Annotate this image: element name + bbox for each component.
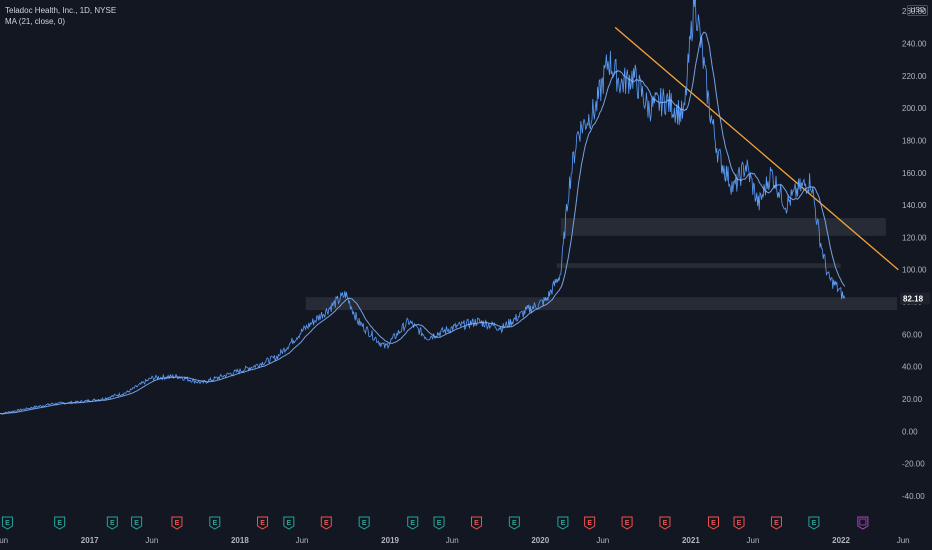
upcoming-earnings-icon [859, 518, 867, 526]
earnings-marker-2[interactable]: E [106, 516, 118, 530]
earnings-label: E [362, 520, 367, 527]
earnings-marker-22[interactable] [857, 516, 869, 530]
earnings-label: E [812, 520, 817, 527]
earnings-marker-12[interactable]: E [470, 516, 482, 530]
currency-badge[interactable]: USD [907, 5, 928, 16]
x-tick-label-7: 2020 [531, 536, 549, 545]
earnings-marker-10[interactable]: E [407, 516, 419, 530]
y-tick-label-8: 120.00 [902, 233, 927, 242]
y-tick-label-1: -20.00 [902, 460, 925, 469]
price-line[interactable] [0, 0, 846, 415]
earnings-label: E [512, 520, 517, 527]
earnings-label: E [561, 520, 566, 527]
ma-layer [0, 31, 846, 415]
zone-0[interactable] [305, 297, 898, 311]
earnings-label: E [134, 520, 139, 527]
earnings-label: E [663, 520, 668, 527]
y-tick-label-10: 160.00 [902, 169, 927, 178]
earnings-marker-20[interactable]: E [770, 516, 782, 530]
x-tick-label-0: Jun [0, 536, 8, 545]
y-tick-label-0: -40.00 [902, 492, 925, 501]
earnings-label: E [474, 520, 479, 527]
x-tick-label-12: Jun [897, 536, 910, 545]
y-tick-label-7: 100.00 [902, 266, 927, 275]
earnings-marker-4[interactable]: E [171, 516, 183, 530]
x-tick-label-9: 2021 [682, 536, 700, 545]
x-tick-label-8: Jun [596, 536, 609, 545]
earnings-marker-1[interactable]: E [54, 516, 66, 530]
earnings-label: E [287, 520, 292, 527]
trendline[interactable] [614, 26, 899, 271]
earnings-marker-3[interactable]: E [131, 516, 143, 530]
earnings-label: E [324, 520, 329, 527]
earnings-marker-8[interactable]: E [320, 516, 332, 530]
earnings-label: E [625, 520, 630, 527]
earnings-marker-17[interactable]: E [659, 516, 671, 530]
y-tick-label-12: 200.00 [902, 104, 927, 113]
earnings-marker-5[interactable]: E [209, 516, 221, 530]
earnings-marker-16[interactable]: E [621, 516, 633, 530]
earnings-label: E [587, 520, 592, 527]
earnings-label: E [737, 520, 742, 527]
earnings-label: E [212, 520, 217, 527]
zones-layer [305, 218, 898, 311]
earnings-label: E [5, 520, 10, 527]
earnings-marker-0[interactable]: E [1, 516, 13, 530]
x-tick-label-1: 2017 [81, 536, 99, 545]
x-tick-label-2: Jun [145, 536, 158, 545]
earnings-marker-11[interactable]: E [433, 516, 445, 530]
earnings-label: E [260, 520, 265, 527]
zone-2[interactable] [556, 263, 841, 269]
y-tick-label-11: 180.00 [902, 136, 927, 145]
earnings-marker-13[interactable]: E [508, 516, 520, 530]
y-axis[interactable]: -40.00-20.000.0020.0040.0060.0080.00100.… [902, 7, 927, 501]
earnings-label: E [410, 520, 415, 527]
price-tag-label: 82.18 [903, 295, 924, 304]
y-tick-label-15: 260.00 [902, 7, 927, 16]
earnings-label: E [110, 520, 115, 527]
current-price-tag: 82.18 [900, 292, 930, 305]
y-tick-label-2: 0.00 [902, 427, 918, 436]
indicator-label[interactable]: MA (21, close, 0) [5, 17, 66, 26]
earnings-label: E [437, 520, 442, 527]
x-tick-label-3: 2018 [231, 536, 249, 545]
symbol-title[interactable]: Teladoc Health, Inc., 1D, NYSE [5, 6, 117, 15]
y-tick-label-14: 240.00 [902, 40, 927, 49]
y-tick-label-13: 220.00 [902, 72, 927, 81]
earnings-label: E [175, 520, 180, 527]
earnings-label: E [57, 520, 62, 527]
earnings-marker-6[interactable]: E [257, 516, 269, 530]
earnings-marker-9[interactable]: E [358, 516, 370, 530]
y-tick-label-5: 60.00 [902, 330, 923, 339]
earnings-label: E [774, 520, 779, 527]
price-layer [0, 0, 846, 415]
earnings-marker-14[interactable]: E [557, 516, 569, 530]
x-tick-label-10: Jun [747, 536, 760, 545]
y-tick-label-9: 140.00 [902, 201, 927, 210]
earnings-marker-19[interactable]: E [733, 516, 745, 530]
earnings-marker-18[interactable]: E [708, 516, 720, 530]
earnings-marker-15[interactable]: E [584, 516, 596, 530]
x-tick-label-4: Jun [296, 536, 309, 545]
x-axis[interactable]: Jun 2017 Jun 2018 Jun 2019 Jun 2020 Jun 2021 Jun 20… [0, 536, 910, 545]
zone-1[interactable] [560, 218, 886, 236]
ma-line[interactable] [0, 31, 846, 415]
earnings-label: E [711, 520, 716, 527]
chart-legend: Teladoc Health, Inc., 1D, NYSE MA (21, c… [5, 5, 116, 27]
trendline-layer[interactable] [614, 26, 899, 271]
x-tick-label-6: Jun [446, 536, 459, 545]
earnings-marker-21[interactable]: E [808, 516, 820, 530]
x-tick-label-5: 2019 [381, 536, 399, 545]
x-tick-label-11: 2022 [832, 536, 850, 545]
price-tag-box [900, 292, 930, 305]
earnings-marker-7[interactable]: E [283, 516, 295, 530]
y-tick-label-4: 40.00 [902, 363, 923, 372]
y-tick-label-3: 20.00 [902, 395, 923, 404]
